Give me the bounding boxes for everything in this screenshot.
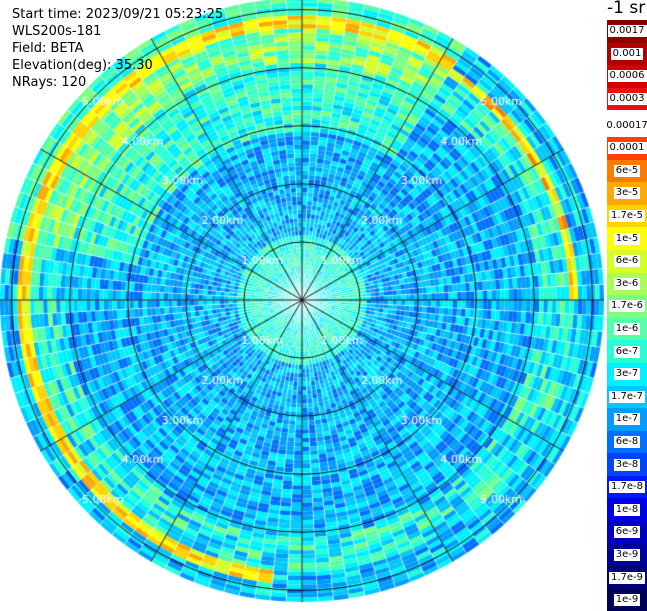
legend-label: 6e-9 — [613, 526, 641, 539]
legend-label: 6e-6 — [613, 255, 641, 268]
legend-label: 0.001 — [610, 47, 644, 60]
legend-entry: 3e-5 — [607, 182, 647, 205]
legend-entry: 3e-9 — [607, 543, 647, 567]
legend-label: 3e-7 — [613, 368, 641, 381]
legend-entry: 0.00017 — [604, 114, 647, 137]
legend-label: 6e-7 — [613, 345, 641, 358]
legend-entry: 1e-6 — [607, 317, 647, 341]
legend-entry: 1.7e-5 — [607, 204, 647, 228]
legend-label: 3e-6 — [613, 277, 641, 290]
legend-label: 1e-6 — [613, 323, 641, 336]
elevation-text: Elevation(deg): 35.30 — [12, 58, 153, 73]
legend-entry: 1.7e-8 — [607, 475, 647, 499]
legend-entry: 3e-6 — [607, 272, 647, 296]
legend-entry: 6e-8 — [607, 430, 647, 454]
legend-label: 6e-8 — [613, 435, 641, 448]
legend-entry: 1.7e-6 — [607, 295, 647, 318]
legend-label: 0.0006 — [607, 70, 647, 83]
legend-label: 1.7e-6 — [608, 300, 646, 313]
legend-entry: 3e-8 — [607, 453, 647, 476]
legend-label: 3e-8 — [613, 458, 641, 471]
legend-label: 0.0017 — [607, 25, 647, 38]
scan-info: Start time: 2023/09/21 05:23:25 WLS200s-… — [12, 6, 223, 91]
start-time-text: Start time: 2023/09/21 05:23:25 — [12, 7, 224, 22]
legend-entry: 1e-9 — [607, 588, 647, 611]
legend-label: 1e-7 — [613, 413, 641, 426]
legend-entry: 1e-8 — [607, 498, 647, 522]
legend-entry: 3e-7 — [607, 362, 647, 386]
legend-entry: 1e-7 — [607, 408, 647, 431]
legend-entry: 1e-5 — [607, 227, 647, 250]
legend-label: 1.7e-8 — [608, 481, 646, 494]
legend-entry: 1.7e-7 — [607, 385, 647, 409]
legend-label: 1.7e-9 — [608, 571, 646, 584]
legend-label: 6e-5 — [613, 164, 641, 177]
color-legend: 0.0017 0.001 0.0006 0.0003 0.00017 0.0001 6e-5… — [604, 20, 647, 611]
legend-label: 1.7e-5 — [608, 210, 646, 223]
legend-entry: 0.0003 — [607, 87, 647, 111]
nrays-text: NRays: 120 — [12, 75, 87, 90]
legend-label: 0.0001 — [607, 142, 647, 155]
legend-label: 1e-5 — [613, 232, 641, 245]
field-text: Field: BETA — [12, 41, 84, 56]
legend-label: 1e-9 — [613, 594, 641, 607]
legend-entry: 6e-7 — [607, 340, 647, 363]
legend-entry: 0.0017 — [607, 20, 647, 43]
legend-label: 3e-5 — [613, 187, 641, 200]
legend-entry: 0.0001 — [607, 136, 647, 160]
legend-label: 1.7e-7 — [608, 390, 646, 403]
legend-entry: 6e-9 — [607, 521, 647, 544]
legend-entry: 1.7e-9 — [607, 566, 647, 589]
legend-entry: 6e-6 — [607, 249, 647, 273]
legend-label: 0.0003 — [607, 93, 647, 106]
legend-label: 0.00017 — [604, 119, 647, 132]
legend-label: 3e-9 — [613, 548, 641, 561]
legend-entry: 0.0006 — [607, 65, 647, 88]
legend-entry: 6e-5 — [607, 159, 647, 183]
instrument-text: WLS200s-181 — [12, 24, 102, 39]
legend-entry: 0.001 — [607, 42, 647, 66]
legend-label: 1e-8 — [613, 503, 641, 516]
units-label: -1 sr — [607, 0, 646, 18]
